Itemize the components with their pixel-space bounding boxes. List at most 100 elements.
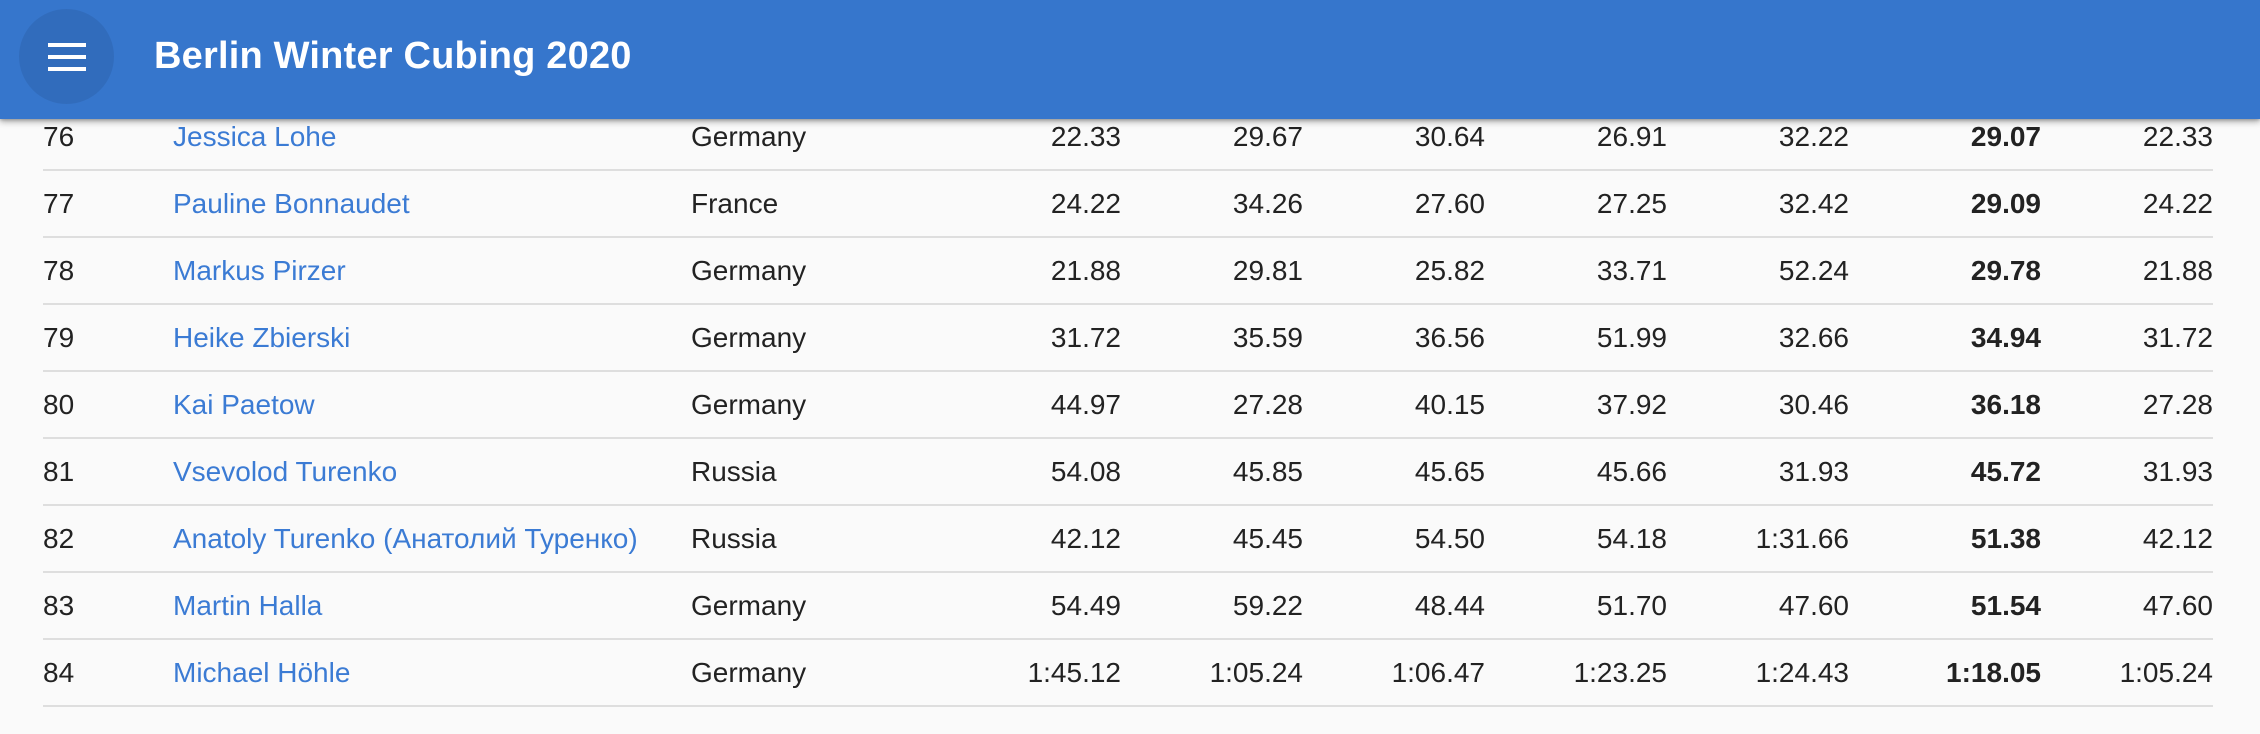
table-row: 84 Michael Höhle Germany 1:45.12 1:05.24 1:06…: [43, 639, 2213, 707]
best-cell: 27.28: [2041, 371, 2213, 439]
competitor-link[interactable]: Anatoly Turenko (Анатолий Туренко): [173, 522, 638, 554]
best-cell: 31.93: [2041, 438, 2213, 506]
competitor-name-cell: Anatoly Turenko (Анатолий Туренко): [173, 505, 691, 573]
rank-cell: 84: [43, 639, 173, 707]
attempt-2-cell: 35.59: [1121, 304, 1303, 372]
attempt-2-cell: 34.26: [1121, 170, 1303, 238]
attempt-2-cell: 29.81: [1121, 237, 1303, 305]
menu-button[interactable]: [19, 9, 114, 104]
competitor-link[interactable]: Michael Höhle: [173, 656, 351, 688]
rank-cell: 77: [43, 170, 173, 238]
rank-cell: 82: [43, 505, 173, 573]
country-cell: Germany: [691, 572, 913, 640]
attempt-3-cell: 45.65: [1303, 438, 1485, 506]
attempt-3-cell: 1:06.47: [1303, 639, 1485, 707]
average-cell: 1:18.05: [1849, 639, 2041, 707]
country-cell: France: [691, 170, 913, 238]
country-cell: Russia: [691, 438, 913, 506]
attempt-1-cell: 54.08: [913, 438, 1121, 506]
menu-icon: [47, 42, 86, 71]
rank-cell: 83: [43, 572, 173, 640]
table-row: 80 Kai Paetow Germany 44.97 27.28 40.15 37.92 3…: [43, 371, 2213, 439]
average-cell: 51.38: [1849, 505, 2041, 573]
average-cell: 36.18: [1849, 371, 2041, 439]
app-bar: Berlin Winter Cubing 2020: [0, 0, 2260, 119]
attempt-2-cell: 27.28: [1121, 371, 1303, 439]
table-row: 82 Anatoly Turenko (Анатолий Туренко) Russ…: [43, 505, 2213, 573]
table-row: 81 Vsevolod Turenko Russia 54.08 45.85 45.65 4…: [43, 438, 2213, 506]
attempt-3-cell: 25.82: [1303, 237, 1485, 305]
table-row: 79 Heike Zbierski Germany 31.72 35.59 36.56 51…: [43, 304, 2213, 372]
attempt-1-cell: 21.88: [913, 237, 1121, 305]
competitor-link[interactable]: Vsevolod Turenko: [173, 455, 398, 487]
rank-cell: 81: [43, 438, 173, 506]
competitor-name-cell: Kai Paetow: [173, 371, 691, 439]
attempt-3-cell: 48.44: [1303, 572, 1485, 640]
average-cell: 51.54: [1849, 572, 2041, 640]
competitor-name-cell: Vsevolod Turenko: [173, 438, 691, 506]
attempt-1-cell: 42.12: [913, 505, 1121, 573]
attempt-5-cell: 32.66: [1667, 304, 1849, 372]
rank-cell: 79: [43, 304, 173, 372]
attempt-5-cell: 30.46: [1667, 371, 1849, 439]
attempt-1-cell: 24.22: [913, 170, 1121, 238]
country-cell: Germany: [691, 639, 913, 707]
average-cell: 29.78: [1849, 237, 2041, 305]
attempt-4-cell: 33.71: [1485, 237, 1667, 305]
attempt-3-cell: 27.60: [1303, 170, 1485, 238]
competitor-link[interactable]: Jessica Lohe: [173, 120, 337, 152]
attempt-4-cell: 27.25: [1485, 170, 1667, 238]
results-table-body: 76 Jessica Lohe Germany 22.33 29.67 30.64 26.9…: [43, 104, 2213, 707]
attempt-3-cell: 36.56: [1303, 304, 1485, 372]
country-cell: Germany: [691, 304, 913, 372]
country-cell: Germany: [691, 237, 913, 305]
attempt-2-cell: 1:05.24: [1121, 639, 1303, 707]
best-cell: 1:05.24: [2041, 639, 2213, 707]
attempt-4-cell: 51.99: [1485, 304, 1667, 372]
competitor-link[interactable]: Pauline Bonnaudet: [173, 187, 410, 219]
table-row: 77 Pauline Bonnaudet France 24.22 34.26 27.60…: [43, 170, 2213, 238]
rank-cell: 80: [43, 371, 173, 439]
attempt-4-cell: 51.70: [1485, 572, 1667, 640]
competitor-link[interactable]: Martin Halla: [173, 589, 323, 621]
country-cell: Russia: [691, 505, 913, 573]
competitor-link[interactable]: Heike Zbierski: [173, 321, 351, 353]
competitor-name-cell: Heike Zbierski: [173, 304, 691, 372]
attempt-4-cell: 37.92: [1485, 371, 1667, 439]
attempt-1-cell: 54.49: [913, 572, 1121, 640]
attempt-4-cell: 45.66: [1485, 438, 1667, 506]
best-cell: 42.12: [2041, 505, 2213, 573]
competitor-name-cell: Pauline Bonnaudet: [173, 170, 691, 238]
attempt-5-cell: 31.93: [1667, 438, 1849, 506]
average-cell: 29.09: [1849, 170, 2041, 238]
attempt-5-cell: 1:24.43: [1667, 639, 1849, 707]
competitor-link[interactable]: Kai Paetow: [173, 388, 315, 420]
attempt-1-cell: 44.97: [913, 371, 1121, 439]
competitor-name-cell: Markus Pirzer: [173, 237, 691, 305]
average-cell: 45.72: [1849, 438, 2041, 506]
results-table: 76 Jessica Lohe Germany 22.33 29.67 30.64 26.9…: [43, 104, 2213, 707]
country-cell: Germany: [691, 371, 913, 439]
average-cell: 34.94: [1849, 304, 2041, 372]
rank-cell: 78: [43, 237, 173, 305]
results-table-container: 76 Jessica Lohe Germany 22.33 29.67 30.64 26.9…: [43, 104, 2213, 707]
attempt-5-cell: 47.60: [1667, 572, 1849, 640]
best-cell: 47.60: [2041, 572, 2213, 640]
table-row: 83 Martin Halla Germany 54.49 59.22 48.44 51.7…: [43, 572, 2213, 640]
attempt-3-cell: 54.50: [1303, 505, 1485, 573]
competitor-link[interactable]: Markus Pirzer: [173, 254, 346, 286]
attempt-1-cell: 1:45.12: [913, 639, 1121, 707]
best-cell: 31.72: [2041, 304, 2213, 372]
attempt-4-cell: 54.18: [1485, 505, 1667, 573]
best-cell: 24.22: [2041, 170, 2213, 238]
attempt-5-cell: 32.42: [1667, 170, 1849, 238]
page-title: Berlin Winter Cubing 2020: [154, 35, 632, 77]
attempt-5-cell: 1:31.66: [1667, 505, 1849, 573]
attempt-2-cell: 45.45: [1121, 505, 1303, 573]
attempt-2-cell: 59.22: [1121, 572, 1303, 640]
best-cell: 21.88: [2041, 237, 2213, 305]
competitor-name-cell: Martin Halla: [173, 572, 691, 640]
attempt-2-cell: 45.85: [1121, 438, 1303, 506]
attempt-1-cell: 31.72: [913, 304, 1121, 372]
attempt-3-cell: 40.15: [1303, 371, 1485, 439]
